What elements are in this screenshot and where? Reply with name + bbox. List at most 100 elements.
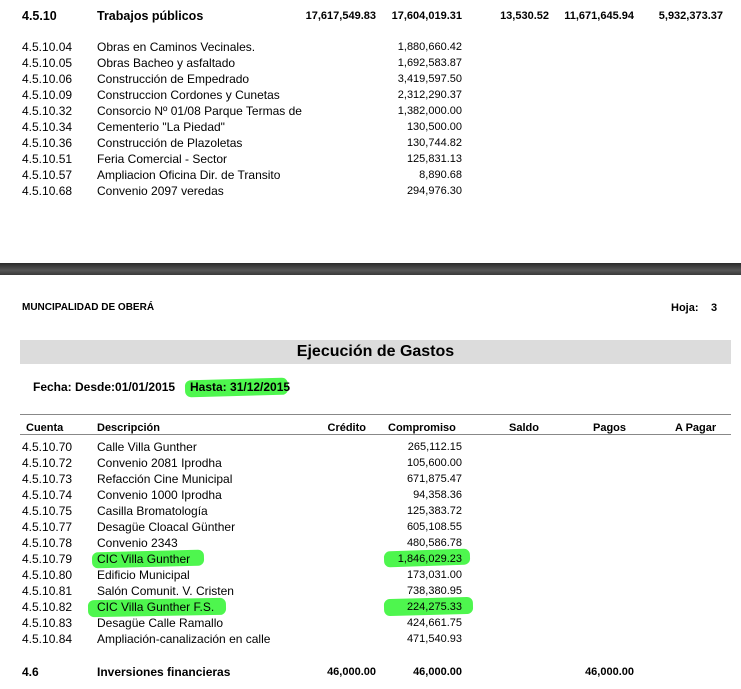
table-row: 4.5.10.36 Construcción de Plazoletas 130,7… xyxy=(0,135,741,151)
row-desc: CIC Villa Gunther F.S. xyxy=(97,600,215,614)
row-compromiso: 8,890.68 xyxy=(419,169,462,181)
row-compromiso: 3,419,597.50 xyxy=(397,73,462,85)
group-compromiso: 17,604,019.31 xyxy=(391,10,462,22)
row-compromiso: 738,380.95 xyxy=(406,585,462,597)
row-desc: Refacción Cine Municipal xyxy=(97,472,233,486)
row-code: 4.5.10.51 xyxy=(22,152,73,166)
row-compromiso: 1,382,000.00 xyxy=(397,105,462,117)
row-desc: Ampliación-canalización en calle xyxy=(97,632,271,646)
table-row: 4.5.10.78 Convenio 2343 480,586.78 xyxy=(0,535,741,551)
row-code: 4.5.10.82 xyxy=(22,600,73,614)
row-desc: Calle Villa Gunther xyxy=(97,440,197,454)
table-row: 4.5.10.06 Construcción de Empedrado 3,419,… xyxy=(0,71,741,87)
footer-code: 4.6 xyxy=(22,665,39,679)
row-compromiso: 424,661.75 xyxy=(406,617,462,629)
row-compromiso: 480,586.78 xyxy=(406,537,462,549)
row-code: 4.5.10.84 xyxy=(22,632,73,646)
table-row: 4.5.10.74 Convenio 1000 Iprodha 94,358.36 xyxy=(0,487,741,503)
row-code: 4.5.10.34 xyxy=(22,120,73,134)
row-code: 4.5.10.77 xyxy=(22,520,73,534)
row-compromiso: 94,358.36 xyxy=(413,489,462,501)
header-rule xyxy=(20,414,731,415)
table-row: 4.5.10.68 Convenio 2097 veredas 294,976.30 xyxy=(0,183,741,199)
footer-credito: 46,000.00 xyxy=(327,666,376,678)
col-saldo: Saldo xyxy=(509,422,539,434)
header-rule-bottom xyxy=(20,434,731,435)
group-header-row: 4.5.10 Trabajos públicos 17,617,549.83 1… xyxy=(0,8,741,24)
footer-compromiso: 46,000.00 xyxy=(413,666,462,678)
row-compromiso: 173,031.00 xyxy=(406,569,462,581)
table-row: 4.5.10.05 Obras Bacheo y asfaltado 1,692,5… xyxy=(0,55,741,71)
row-compromiso: 671,875.47 xyxy=(406,473,462,485)
col-descripcion: Descripción xyxy=(97,422,160,434)
col-compromiso: Compromiso xyxy=(388,422,456,434)
row-desc: Obras en Caminos Vecinales. xyxy=(97,40,256,54)
row-desc: Casilla Bromatología xyxy=(97,504,208,518)
row-desc: Convenio 1000 Iprodha xyxy=(97,488,222,502)
row-desc: Construcción de Plazoletas xyxy=(97,136,243,150)
row-desc: Construcción de Empedrado xyxy=(97,72,250,86)
table-row: 4.5.10.34 Cementerio "La Piedad" 130,500.0… xyxy=(0,119,741,135)
table-row: 4.5.10.32 Consorcio Nº 01/08 Parque Terma… xyxy=(0,103,741,119)
row-compromiso: 605,108.55 xyxy=(406,521,462,533)
row-code: 4.5.10.74 xyxy=(22,488,73,502)
title-banner xyxy=(20,340,731,364)
row-code: 4.5.10.04 xyxy=(22,40,73,54)
group-code: 4.5.10 xyxy=(22,9,57,23)
row-desc: Desagüe Cloacal Günther xyxy=(97,520,236,534)
table-row: 4.5.10.72 Convenio 2081 Iprodha 105,600.00 xyxy=(0,455,741,471)
municipality-name: MUNCIPALIDAD DE OBERÁ xyxy=(22,302,155,313)
row-code: 4.5.10.32 xyxy=(22,104,73,118)
row-desc: Desagüe Calle Ramallo xyxy=(97,616,224,630)
group-saldo: 13,530.52 xyxy=(500,10,549,22)
table-row: 4.5.10.83 Desagüe Calle Ramallo 424,661.75 xyxy=(0,615,741,631)
table-row: 4.5.10.77 Desagüe Cloacal Günther 605,108.… xyxy=(0,519,741,535)
row-code: 4.5.10.05 xyxy=(22,56,73,70)
row-compromiso: 1,692,583.87 xyxy=(397,57,462,69)
row-desc: Ampliacion Oficina Dir. de Transito xyxy=(97,168,281,182)
col-cuenta: Cuenta xyxy=(26,422,64,434)
row-desc: Construccion Cordones y Cunetas xyxy=(97,88,280,102)
table-row: 4.5.10.73 Refacción Cine Municipal 671,875… xyxy=(0,471,741,487)
col-pagos: Pagos xyxy=(593,422,627,434)
table-row: 4.5.10.80 Edificio Municipal 173,031.00 xyxy=(0,567,741,583)
table-row: 4.5.10.81 Salón Comunit. V. Cristen 738,38… xyxy=(0,583,741,599)
table-row: 4.5.10.57 Ampliacion Oficina Dir. de Tran… xyxy=(0,167,741,183)
row-compromiso: 130,744.82 xyxy=(406,137,462,149)
row-code: 4.5.10.06 xyxy=(22,72,73,86)
row-compromiso: 224,275.33 xyxy=(406,601,462,613)
footer-desc: Inversiones financieras xyxy=(97,665,231,679)
row-code: 4.5.10.68 xyxy=(22,184,73,198)
row-desc: Feria Comercial - Sector xyxy=(97,152,228,166)
group-credito: 17,617,549.83 xyxy=(305,10,376,22)
row-code: 4.5.10.80 xyxy=(22,568,73,582)
hoja-value: 3 xyxy=(711,302,718,314)
row-desc: Edificio Municipal xyxy=(97,568,190,582)
col-credito: Crédito xyxy=(327,422,367,434)
row-compromiso: 130,500.00 xyxy=(406,121,462,133)
row-compromiso: 2,312,290.37 xyxy=(397,89,462,101)
row-compromiso: 471,540.93 xyxy=(406,633,462,645)
page-separator xyxy=(0,263,741,275)
table-row: 4.5.10.09 Construccion Cordones y Cunetas… xyxy=(0,87,741,103)
row-code: 4.5.10.09 xyxy=(22,88,73,102)
table-row: 4.5.10.04 Obras en Caminos Vecinales. 1,88… xyxy=(0,39,741,55)
footer-row: 4.6 Inversiones financieras 46,000.00 46… xyxy=(0,664,741,680)
row-desc: Convenio 2343 xyxy=(97,536,178,550)
group-pagos: 11,671,645.94 xyxy=(564,10,634,22)
row-code: 4.5.10.75 xyxy=(22,504,73,518)
row-code: 4.5.10.78 xyxy=(22,536,73,550)
table-row: 4.5.10.79 CIC Villa Gunther 1,846,029.23 xyxy=(0,551,741,567)
row-code: 4.5.10.83 xyxy=(22,616,73,630)
row-code: 4.5.10.57 xyxy=(22,168,73,182)
row-desc: Convenio 2097 veredas xyxy=(97,184,224,198)
table-row: 4.5.10.51 Feria Comercial - Sector 125,831… xyxy=(0,151,741,167)
table-row: 4.5.10.82 CIC Villa Gunther F.S. 224,275.3… xyxy=(0,599,741,615)
fecha-hasta: Hasta: 31/12/2015 xyxy=(190,380,291,394)
row-compromiso: 1,880,660.42 xyxy=(397,41,462,53)
table-row: 4.5.10.84 Ampliación-canalización en call… xyxy=(0,631,741,647)
row-code: 4.5.10.73 xyxy=(22,472,73,486)
row-code: 4.5.10.70 xyxy=(22,440,73,454)
row-desc: Cementerio "La Piedad" xyxy=(97,120,225,134)
footer-pagos: 46,000.00 xyxy=(585,666,634,678)
